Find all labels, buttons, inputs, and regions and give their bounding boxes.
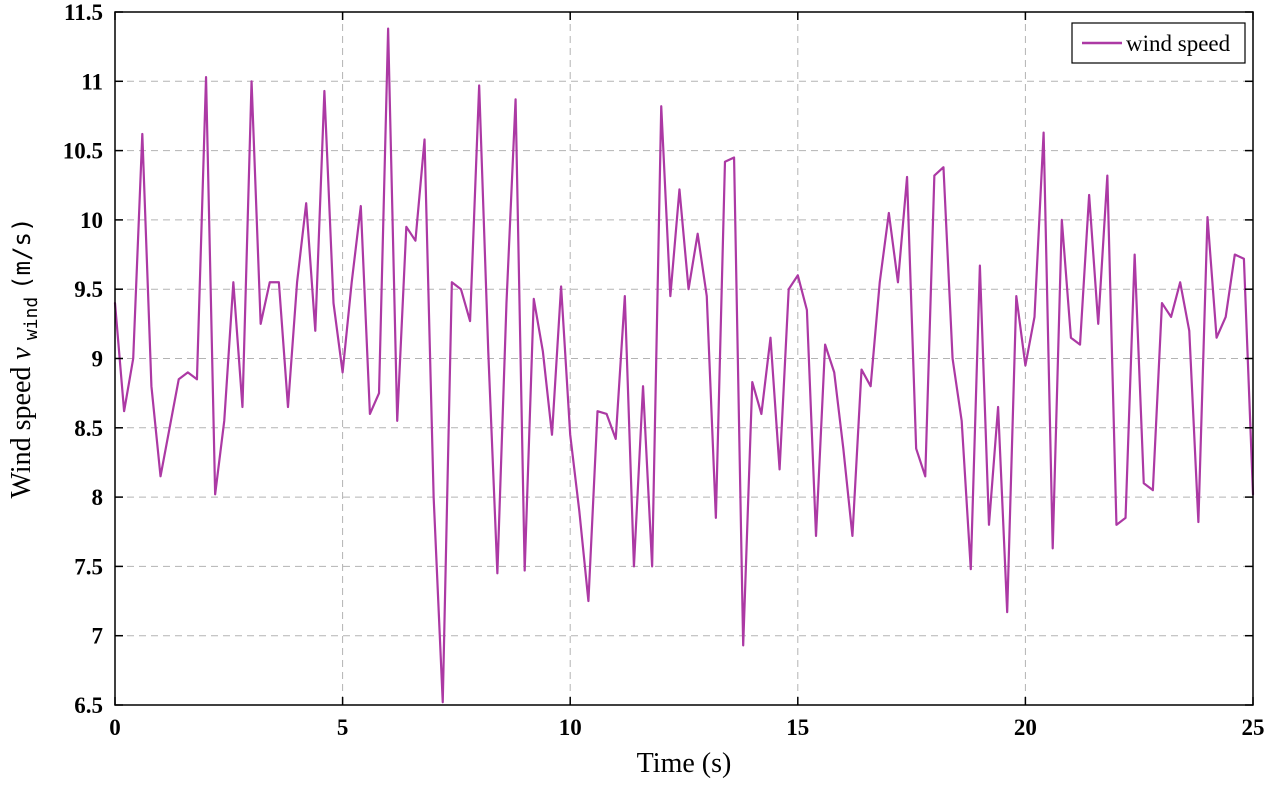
y-tick-label: 9.5 bbox=[74, 277, 103, 302]
x-tick-label: 10 bbox=[559, 715, 582, 740]
series-layer bbox=[113, 27, 1255, 704]
grid-layer bbox=[115, 12, 1253, 705]
legend-label: wind speed bbox=[1126, 31, 1231, 56]
y-tick-label: 7.5 bbox=[74, 554, 103, 579]
y-tick-label: 7 bbox=[92, 624, 104, 649]
y-axis-label-prefix: Wind speed bbox=[6, 360, 37, 499]
tick-label-layer: 0 5 10 15 20 25 6.5 7 7.5 8 8.5 9 9.5 10 10.5 11 11.5 bbox=[63, 0, 1265, 740]
wind-speed-line bbox=[113, 27, 1255, 704]
x-tick-label: 5 bbox=[337, 715, 349, 740]
y-tick-label: 6.5 bbox=[74, 693, 103, 718]
y-tick-label: 9 bbox=[92, 347, 104, 372]
x-axis-label: Time (s) bbox=[637, 748, 732, 779]
y-axis-label-unit: (m/s) bbox=[8, 218, 36, 290]
tick-layer bbox=[114, 11, 1254, 706]
x-tick-label: 15 bbox=[786, 715, 809, 740]
y-axis-label: Wind speed v wind (m/s) bbox=[6, 218, 44, 499]
x-tick-label: 0 bbox=[109, 715, 121, 740]
x-tick-label: 25 bbox=[1242, 715, 1265, 740]
y-axis-label-variable: v bbox=[6, 347, 37, 360]
y-tick-label: 8 bbox=[92, 485, 104, 510]
y-axis-label-subscript: wind bbox=[21, 297, 42, 340]
y-tick-label: 10.5 bbox=[63, 139, 103, 164]
y-tick-label: 11 bbox=[81, 69, 103, 94]
y-tick-label: 10 bbox=[80, 208, 103, 233]
x-tick-label: 20 bbox=[1014, 715, 1037, 740]
y-tick-label: 8.5 bbox=[74, 416, 103, 441]
y-tick-label: 11.5 bbox=[64, 0, 103, 25]
legend[interactable]: wind speed bbox=[1071, 22, 1246, 64]
